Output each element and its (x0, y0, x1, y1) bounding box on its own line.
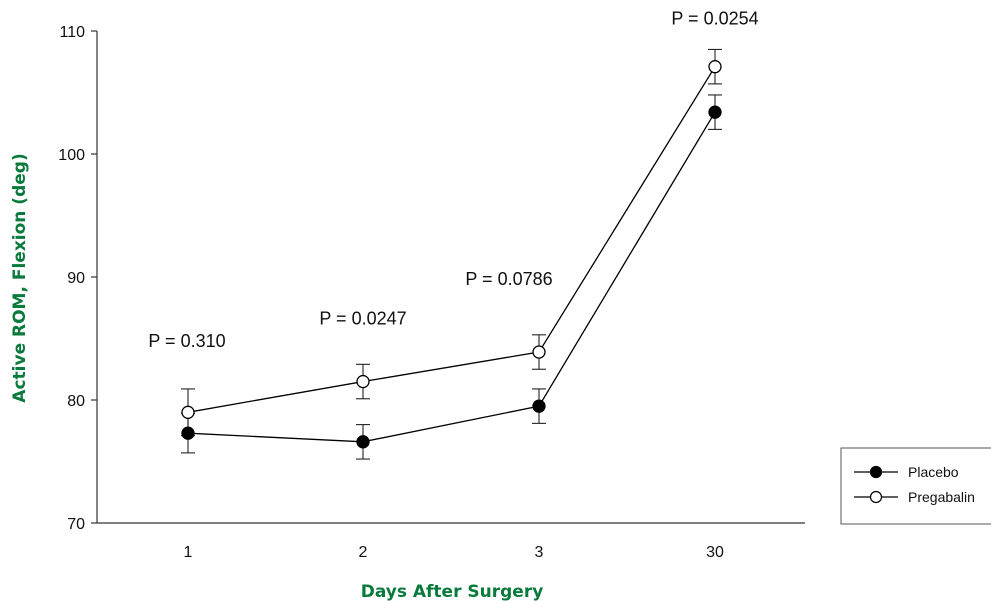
data-points (181, 60, 722, 449)
legend-label: Pregabalin (908, 489, 975, 505)
series-line-pregabalin (187, 66, 716, 413)
p-value-label: P = 0.0254 (671, 8, 758, 28)
data-point-pregabalin (356, 374, 370, 389)
error-bars (181, 48, 722, 460)
legend-marker (869, 465, 883, 479)
x-tick-label: 1 (184, 544, 193, 561)
y-tick-label: 100 (58, 147, 85, 164)
y-tick-label: 80 (67, 393, 85, 410)
p-value-annotations: P = 0.310 P = 0.0247 P = 0.0786 P = 0.0254 (148, 8, 758, 350)
series-lines (187, 66, 716, 443)
data-point-placebo (356, 435, 370, 449)
y-tick-label: 70 (67, 516, 85, 533)
y-axis-title: Active ROM, Flexion (deg) (10, 153, 30, 402)
y-tick-labels: 70 80 90 100 110 (58, 24, 97, 533)
p-value-label: P = 0.310 (148, 331, 225, 351)
x-axis-title: Days After Surgery (361, 582, 544, 601)
x-tick-label: 2 (359, 544, 368, 561)
x-tick-label: 30 (706, 544, 724, 561)
data-point-pregabalin (532, 345, 546, 359)
legend-label: Placebo (908, 464, 959, 480)
y-tick-label: 110 (59, 24, 85, 41)
legend: Placebo Pregabalin (840, 447, 991, 525)
data-point-placebo (708, 105, 722, 119)
series-line-placebo (187, 111, 716, 443)
data-point-pregabalin (708, 60, 722, 74)
data-point-placebo (181, 426, 195, 440)
legend-box (840, 447, 991, 525)
legend-marker (869, 490, 883, 504)
y-tick-label: 90 (67, 270, 85, 287)
p-value-label: P = 0.0247 (319, 308, 406, 328)
p-value-label: P = 0.0786 (465, 269, 552, 289)
data-point-placebo (532, 399, 546, 413)
x-tick-label: 3 (535, 544, 544, 561)
axes (96, 31, 805, 524)
data-point-pregabalin (181, 405, 195, 419)
x-tick-labels: 1 2 3 30 (184, 544, 724, 561)
